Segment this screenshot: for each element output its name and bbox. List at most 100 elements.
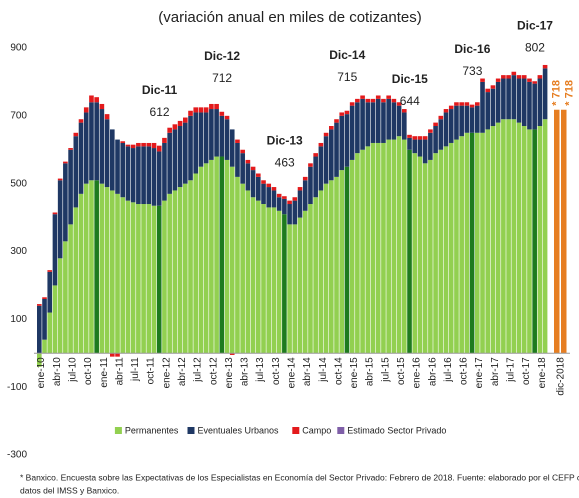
bar [136, 142, 141, 147]
bar [375, 142, 381, 354]
bar [177, 120, 183, 127]
bar [198, 107, 204, 113]
bar [151, 142, 157, 149]
y-tick-label: -100 [7, 382, 27, 393]
x-tick-label: jul-15 [380, 357, 391, 383]
bar [292, 197, 298, 201]
bar [480, 132, 485, 354]
bar [417, 139, 423, 157]
bar [271, 207, 277, 354]
bar [490, 88, 496, 127]
bar [68, 148, 73, 150]
bar [475, 105, 480, 133]
bar [349, 102, 355, 106]
x-tick-label: oct-17 [521, 357, 532, 385]
bar [89, 180, 94, 354]
bar [203, 163, 209, 354]
bar [224, 119, 230, 160]
bar [240, 149, 245, 154]
bar [428, 132, 433, 160]
bar [245, 190, 251, 354]
bar [360, 149, 365, 354]
bar [360, 95, 365, 99]
bar [475, 102, 480, 106]
bar [245, 159, 251, 164]
bar [561, 109, 567, 354]
bar [459, 105, 464, 137]
bar [490, 126, 496, 354]
bar [475, 132, 480, 354]
bar [438, 149, 444, 354]
bar [511, 75, 517, 120]
bar [177, 187, 183, 354]
bar [532, 83, 537, 130]
bar [365, 98, 371, 103]
bar [287, 224, 292, 354]
bar [250, 197, 256, 354]
bar [313, 156, 318, 198]
bar [266, 207, 272, 354]
x-tick-label: ene-18 [537, 357, 548, 389]
bar [235, 139, 240, 143]
bar [407, 149, 412, 354]
bar [115, 139, 120, 194]
bar [63, 241, 68, 354]
bar [386, 98, 391, 140]
bar [464, 105, 470, 133]
bar [110, 129, 115, 191]
bar [266, 183, 272, 188]
bar [521, 126, 527, 354]
bar [130, 144, 136, 149]
bar [381, 102, 386, 143]
bar [537, 78, 543, 127]
bar [433, 153, 438, 354]
bar [183, 122, 188, 184]
bar [115, 193, 120, 354]
y-tick-label: 900 [10, 43, 27, 54]
bar [229, 129, 235, 167]
bar [224, 159, 230, 354]
bar [516, 122, 522, 354]
bar [542, 68, 548, 120]
bar [172, 190, 178, 354]
annotation-value: 802 [525, 40, 545, 54]
x-tick-label: ene-15 [349, 357, 360, 389]
x-tick-label: ene-17 [474, 357, 485, 389]
x-tick-label: dic-2018 [556, 357, 567, 396]
bar [167, 132, 172, 194]
y-tick-label: 700 [10, 110, 27, 121]
x-tick-label: abr-15 [365, 357, 376, 386]
bar [370, 102, 376, 143]
bar [104, 114, 110, 120]
footnote: datos del IMSS y Banxico. [20, 485, 119, 495]
bar [104, 119, 110, 188]
bar [506, 119, 511, 354]
bar [130, 202, 136, 354]
bar [287, 204, 292, 225]
bar [219, 111, 225, 116]
bar [459, 136, 464, 354]
bar [443, 112, 449, 147]
bar [412, 153, 418, 354]
bar [63, 161, 68, 164]
legend-label: Permanentes [125, 425, 179, 435]
bar [156, 151, 162, 206]
bar [83, 183, 89, 354]
bar [334, 119, 339, 123]
bar [136, 146, 141, 205]
bar [156, 145, 162, 152]
bar [464, 102, 470, 106]
bar [537, 126, 543, 354]
bar [256, 173, 261, 177]
x-tick-label: jul-12 [193, 357, 204, 383]
bar [391, 139, 397, 354]
x-tick-label: oct-10 [83, 357, 94, 385]
x-tick-label: jul-11 [130, 357, 141, 382]
bar [136, 204, 141, 354]
bar [334, 176, 339, 354]
legend-swatch [114, 427, 122, 434]
bar [141, 142, 146, 147]
bar [266, 187, 272, 208]
annotation-label: Dic-16 [454, 42, 490, 56]
bar [52, 212, 58, 215]
